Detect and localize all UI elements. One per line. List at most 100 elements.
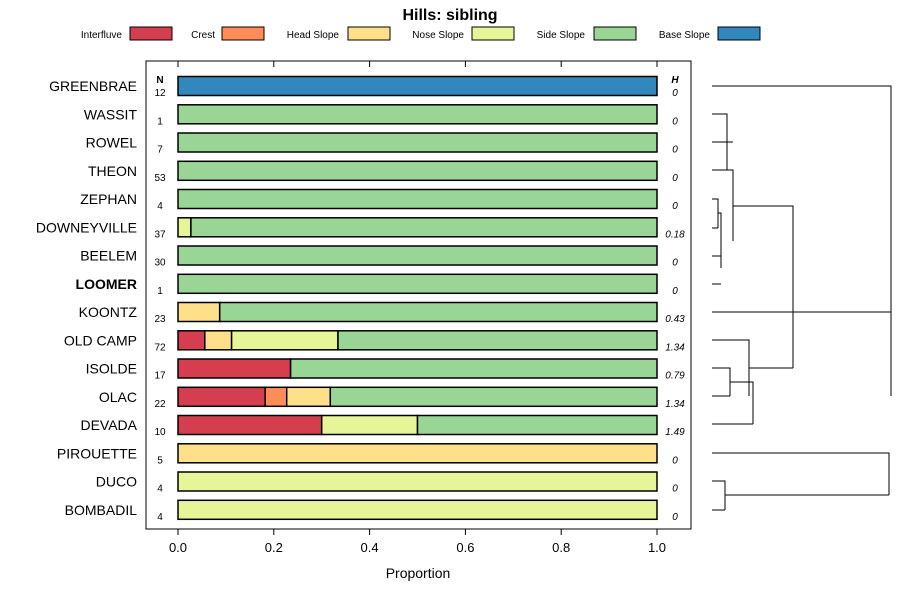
- n-value: 72: [154, 342, 166, 353]
- n-value: 30: [154, 258, 166, 269]
- h-value: 0: [672, 88, 678, 99]
- legend-swatch: [221, 26, 265, 41]
- n-value: 23: [154, 314, 166, 325]
- legend-label: Interfluve: [81, 30, 123, 41]
- bar-segment: [177, 160, 658, 182]
- bar-segment: [177, 414, 323, 436]
- h-value: 0.79: [665, 371, 685, 382]
- bar-segment: [337, 330, 658, 351]
- n-value: 4: [157, 201, 163, 212]
- dendrogram-branch: [712, 169, 734, 241]
- bar-segment: [177, 471, 658, 492]
- legend-swatch: [129, 26, 173, 41]
- bar-segment: [177, 443, 658, 464]
- n-value: 10: [154, 427, 166, 438]
- n-value: 1: [157, 286, 163, 297]
- legend-swatch: [471, 26, 515, 41]
- n-value: 4: [157, 512, 163, 523]
- bar-segment: [177, 358, 292, 379]
- row-label: LOOMER: [76, 276, 137, 292]
- legend-label: Side Slope: [537, 30, 586, 41]
- n-value: 17: [154, 371, 166, 382]
- bar-segment: [177, 301, 221, 323]
- bar-segment: [177, 132, 658, 153]
- h-value: 0: [672, 173, 678, 184]
- legend-label: Head Slope: [287, 30, 340, 41]
- row-label: OLAC: [99, 389, 137, 405]
- n-value: 12: [154, 88, 166, 99]
- legend-label: Base Slope: [659, 30, 711, 41]
- bars-group: [177, 75, 658, 521]
- bar-segment: [320, 414, 419, 436]
- legend-swatch: [593, 26, 637, 41]
- legend: Interfluve Crest Head Slope Nose Slope Side …: [81, 26, 761, 41]
- row-label: THEON: [88, 163, 137, 179]
- row-label: BOMBADIL: [65, 502, 138, 518]
- bar-segment: [177, 273, 658, 295]
- n-value: 37: [154, 229, 166, 240]
- h-column-header: H: [671, 75, 679, 86]
- n-value: 4: [157, 484, 163, 495]
- row-label: OLD CAMP: [64, 332, 137, 348]
- legend-swatch: [717, 26, 761, 41]
- bar-segment: [204, 330, 233, 351]
- x-tick-label: 0.6: [456, 540, 474, 555]
- n-value: 22: [154, 399, 166, 410]
- dendrogram-branch: [712, 480, 726, 510]
- chart-title: Hills: sibling: [402, 7, 497, 24]
- n-value: 5: [157, 455, 163, 466]
- bar-segment: [177, 217, 192, 238]
- h-value: 0: [672, 286, 678, 297]
- bar-segment: [177, 330, 206, 351]
- row-label: ZEPHAN: [80, 191, 137, 207]
- x-tick-label: 0.4: [361, 540, 379, 555]
- legend-label: Crest: [191, 30, 215, 41]
- row-label: KOONTZ: [79, 304, 138, 320]
- dendrogram-branch: [733, 205, 794, 368]
- row-label: GREENBRAE: [49, 78, 137, 94]
- row-label: ROWEL: [86, 135, 138, 151]
- row-label: BEELEM: [80, 248, 137, 264]
- row-label: PIROUETTE: [57, 445, 137, 461]
- dendrogram-branch: [712, 452, 890, 495]
- h-value: 0: [672, 201, 678, 212]
- bar-segment: [416, 414, 658, 436]
- dendrogram-branch: [712, 113, 728, 170]
- dendrogram-branch: [712, 198, 719, 228]
- bar-segment: [177, 75, 658, 97]
- bar-segment: [218, 301, 658, 323]
- row-label: DUCO: [96, 474, 137, 490]
- bar-segment: [190, 217, 658, 238]
- h-value: 0: [672, 145, 678, 156]
- n-column-header: N: [156, 75, 163, 86]
- bar-segment: [329, 386, 658, 408]
- h-value: 0.18: [665, 229, 685, 240]
- h-value: 0: [672, 258, 678, 269]
- n-value: 1: [157, 116, 163, 127]
- bar-segment: [177, 104, 658, 125]
- h-value: 1.49: [665, 427, 685, 438]
- x-tick-label: 1.0: [648, 540, 666, 555]
- h-value: 0: [672, 484, 678, 495]
- bar-segment: [177, 188, 658, 210]
- row-label: DOWNEYVILLE: [36, 219, 137, 235]
- bar-segment: [177, 499, 658, 521]
- n-value: 53: [154, 173, 166, 184]
- x-axis: 0.0 0.2 0.4 0.6 0.8 1.0: [169, 61, 666, 555]
- row-label: ISOLDE: [86, 361, 137, 377]
- h-value: 1.34: [665, 399, 685, 410]
- dendrogram-branch: [712, 367, 731, 396]
- legend-label: Nose Slope: [412, 30, 464, 41]
- bar-segment: [230, 330, 339, 351]
- bar-segment: [285, 386, 332, 408]
- dendrogram-branch: [712, 339, 750, 396]
- bar-segment: [264, 386, 288, 408]
- h-value: 0.43: [665, 314, 685, 325]
- dendrogram-branch: [718, 212, 722, 268]
- dendrogram-branch: [730, 381, 754, 424]
- dendrogram-branch: [712, 85, 892, 396]
- n-value: 7: [157, 145, 163, 156]
- h-value: 0: [672, 116, 678, 127]
